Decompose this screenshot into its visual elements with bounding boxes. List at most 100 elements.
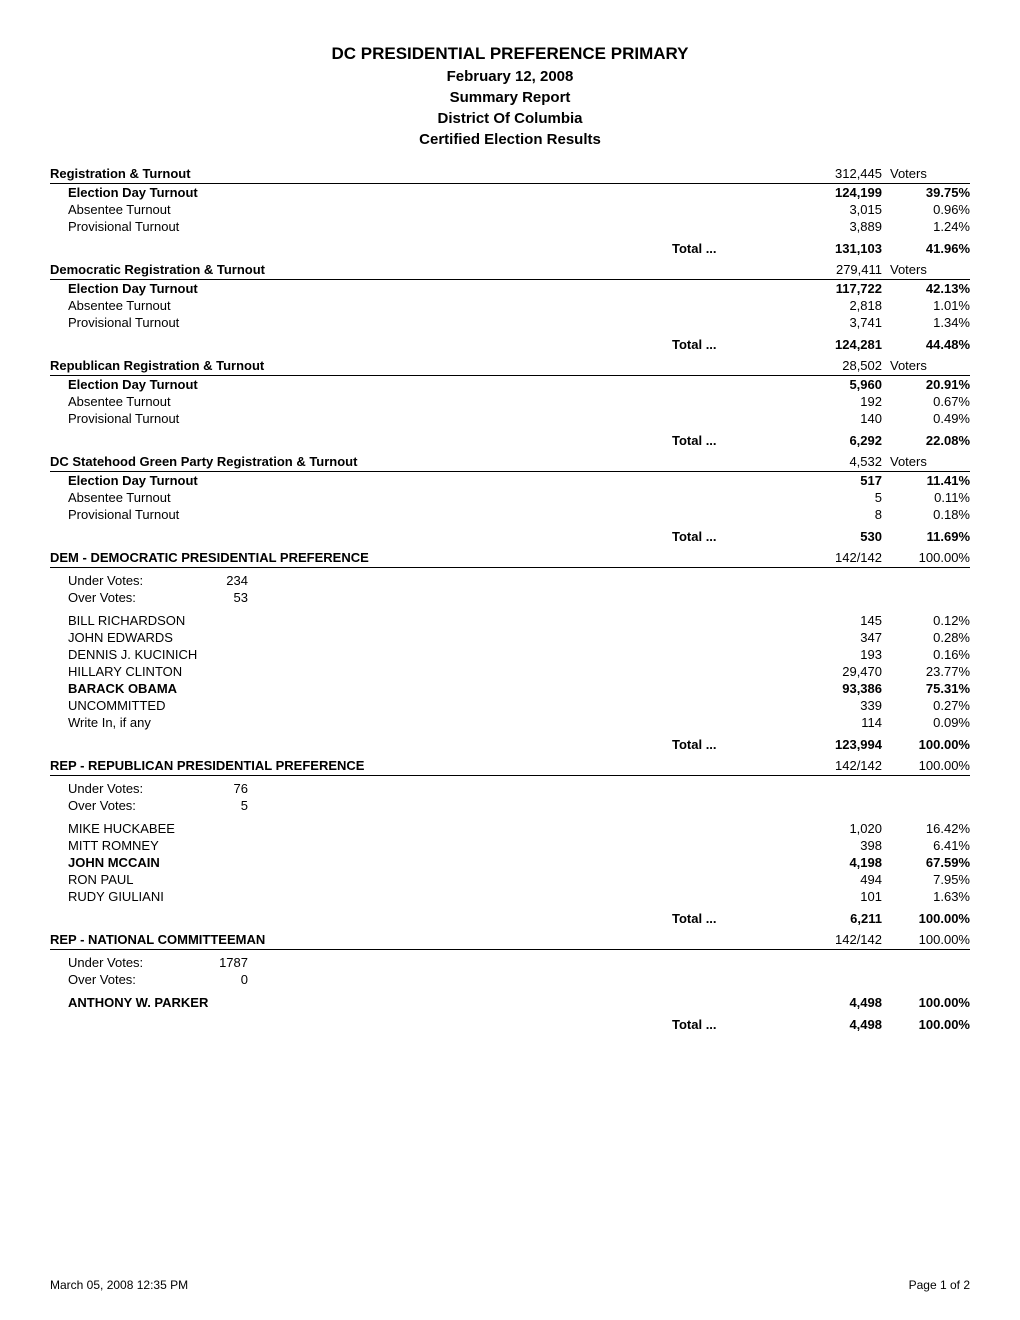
total-label: Total ... — [672, 1017, 792, 1032]
row-value: 145 — [792, 613, 890, 628]
row-value: 117,722 — [792, 281, 890, 296]
row-value: 339 — [792, 698, 890, 713]
meta-row: Over Votes:5 — [50, 797, 970, 814]
total-label: Total ... — [672, 241, 792, 256]
row-value: 192 — [792, 394, 890, 409]
rows: Election Day Turnout51711.41%Absentee Tu… — [50, 472, 970, 523]
row-value: 347 — [792, 630, 890, 645]
row-label: HILLARY CLINTON — [50, 664, 792, 679]
rows: ANTHONY W. PARKER4,498100.00% — [50, 994, 970, 1011]
row-value: 93,386 — [792, 681, 890, 696]
section-header-count: 312,445 — [792, 166, 890, 181]
total-label: Total ... — [672, 529, 792, 544]
report-title: DC PRESIDENTIAL PREFERENCE PRIMARY — [50, 44, 970, 64]
rows: Election Day Turnout5,96020.91%Absentee … — [50, 376, 970, 427]
row-value: 114 — [792, 715, 890, 730]
meta-label: Over Votes: — [50, 590, 188, 605]
total-label: Total ... — [672, 737, 792, 752]
row-value: 2,818 — [792, 298, 890, 313]
row-label: JOHN MCCAIN — [50, 855, 792, 870]
total-percent: 22.08% — [890, 433, 970, 448]
data-row: Election Day Turnout124,19939.75% — [50, 184, 970, 201]
meta-row: Over Votes:53 — [50, 589, 970, 606]
data-row: Election Day Turnout117,72242.13% — [50, 280, 970, 297]
row-label: Election Day Turnout — [50, 185, 792, 200]
section: Republican Registration & Turnout28,502V… — [50, 358, 970, 448]
section-title: Republican Registration & Turnout — [50, 358, 792, 373]
section-title: DEM - DEMOCRATIC PRESIDENTIAL PREFERENCE — [50, 550, 792, 565]
rows: Election Day Turnout117,72242.13%Absente… — [50, 280, 970, 331]
meta-row: Over Votes:0 — [50, 971, 970, 988]
report-type: Summary Report — [50, 89, 970, 106]
row-percent: 0.96% — [890, 202, 970, 217]
total-row: Total ...123,994100.00% — [50, 737, 970, 752]
total-percent: 44.48% — [890, 337, 970, 352]
section-header: DEM - DEMOCRATIC PRESIDENTIAL PREFERENCE… — [50, 550, 970, 568]
report-date: February 12, 2008 — [50, 68, 970, 85]
row-value: 3,889 — [792, 219, 890, 234]
data-row: Election Day Turnout5,96020.91% — [50, 376, 970, 393]
data-row: Absentee Turnout3,0150.96% — [50, 201, 970, 218]
section: Registration & Turnout312,445VotersElect… — [50, 166, 970, 256]
row-percent: 1.63% — [890, 889, 970, 904]
section-header-unit: Voters — [890, 166, 970, 181]
row-percent: 39.75% — [890, 185, 970, 200]
row-label: UNCOMMITTED — [50, 698, 792, 713]
data-row: JOHN EDWARDS3470.28% — [50, 629, 970, 646]
meta-value: 5 — [188, 798, 248, 813]
data-row: RUDY GIULIANI1011.63% — [50, 888, 970, 905]
total-row: Total ...53011.69% — [50, 529, 970, 544]
total-label: Total ... — [672, 337, 792, 352]
section-header-unit: Voters — [890, 262, 970, 277]
section-title: DC Statehood Green Party Registration & … — [50, 454, 792, 469]
row-percent: 0.16% — [890, 647, 970, 662]
section-header-count: 142/142 — [792, 758, 890, 773]
row-label: Election Day Turnout — [50, 473, 792, 488]
data-row: HILLARY CLINTON29,47023.77% — [50, 663, 970, 680]
total-percent: 11.69% — [890, 529, 970, 544]
section-header-count: 142/142 — [792, 550, 890, 565]
row-value: 398 — [792, 838, 890, 853]
section-header: REP - NATIONAL COMMITTEEMAN142/142100.00… — [50, 932, 970, 950]
report-district: District Of Columbia — [50, 110, 970, 127]
row-value: 5,960 — [792, 377, 890, 392]
row-value: 1,020 — [792, 821, 890, 836]
total-percent: 100.00% — [890, 1017, 970, 1032]
meta-label: Under Votes: — [50, 781, 188, 796]
row-value: 8 — [792, 507, 890, 522]
footer-timestamp: March 05, 2008 12:35 PM — [50, 1278, 188, 1292]
meta-label: Over Votes: — [50, 972, 188, 987]
row-label: Absentee Turnout — [50, 490, 792, 505]
total-row: Total ...6,211100.00% — [50, 911, 970, 926]
row-label: Election Day Turnout — [50, 281, 792, 296]
section: DC Statehood Green Party Registration & … — [50, 454, 970, 544]
section: Democratic Registration & Turnout279,411… — [50, 262, 970, 352]
total-row: Total ...4,498100.00% — [50, 1017, 970, 1032]
meta-row: Under Votes:76 — [50, 780, 970, 797]
page: DC PRESIDENTIAL PREFERENCE PRIMARY Febru… — [0, 0, 1020, 1320]
section-header-count: 28,502 — [792, 358, 890, 373]
row-value: 3,015 — [792, 202, 890, 217]
row-percent: 0.27% — [890, 698, 970, 713]
section-header: Republican Registration & Turnout28,502V… — [50, 358, 970, 376]
rows: Election Day Turnout124,19939.75%Absente… — [50, 184, 970, 235]
meta-value: 234 — [188, 573, 248, 588]
meta-value: 0 — [188, 972, 248, 987]
data-row: Absentee Turnout2,8181.01% — [50, 297, 970, 314]
section-header: DC Statehood Green Party Registration & … — [50, 454, 970, 472]
meta-value: 76 — [188, 781, 248, 796]
row-value: 29,470 — [792, 664, 890, 679]
data-row: BILL RICHARDSON1450.12% — [50, 612, 970, 629]
data-row: BARACK OBAMA93,38675.31% — [50, 680, 970, 697]
section: REP - NATIONAL COMMITTEEMAN142/142100.00… — [50, 932, 970, 1032]
section-header-count: 279,411 — [792, 262, 890, 277]
data-row: Provisional Turnout1400.49% — [50, 410, 970, 427]
row-percent: 11.41% — [890, 473, 970, 488]
meta-row: Under Votes:1787 — [50, 954, 970, 971]
section-header-unit: Voters — [890, 454, 970, 469]
row-percent: 0.28% — [890, 630, 970, 645]
row-label: Absentee Turnout — [50, 394, 792, 409]
row-percent: 0.67% — [890, 394, 970, 409]
row-label: Provisional Turnout — [50, 315, 792, 330]
row-label: Absentee Turnout — [50, 202, 792, 217]
